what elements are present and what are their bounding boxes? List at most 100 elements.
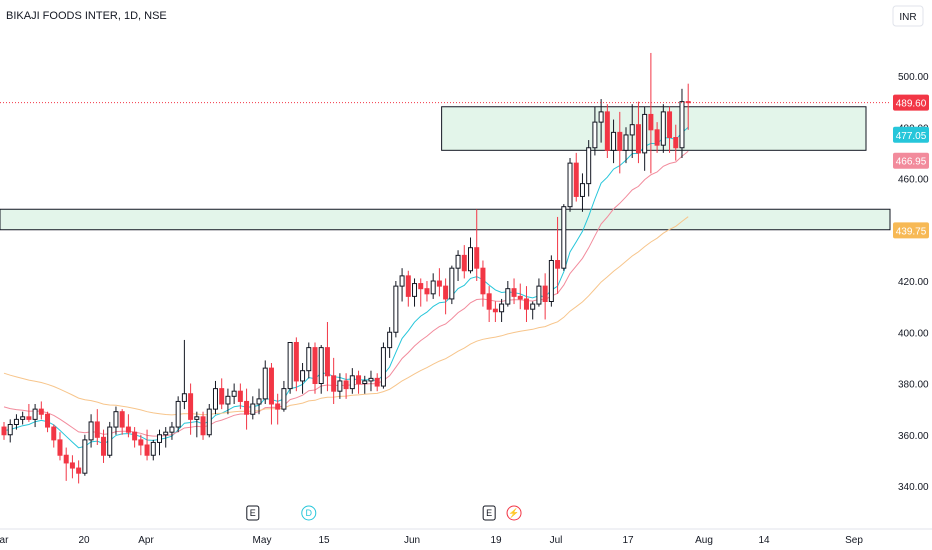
- candle-body: [468, 247, 473, 272]
- candle-body: [573, 162, 579, 197]
- candle-body: [642, 113, 648, 154]
- candle-body: [499, 303, 505, 313]
- candle-body: [7, 424, 13, 436]
- zone-box: [0, 208, 891, 231]
- candle-body: [157, 434, 162, 443]
- currency-button[interactable]: [892, 5, 924, 27]
- event-markers: E D E ⚡: [246, 505, 522, 521]
- candle-body: [51, 426, 57, 441]
- candle-body: [387, 331, 393, 349]
- candle-body: [412, 283, 418, 297]
- earnings-event-icon: [482, 505, 496, 521]
- candle-body: [349, 375, 355, 390]
- candle-body: [617, 131, 623, 151]
- candle-body: [393, 285, 399, 333]
- event-label: D: [306, 508, 313, 518]
- candle-body: [542, 285, 548, 302]
- x-tick-label: Aug: [695, 535, 713, 546]
- candle-body: [188, 393, 194, 420]
- candle-body: [175, 400, 181, 428]
- candle-body: [380, 347, 386, 387]
- candle-body: [530, 303, 536, 310]
- candle-body: [480, 267, 486, 295]
- candle-body: [219, 388, 225, 405]
- candle-body: [1, 426, 7, 436]
- candle-body: [32, 408, 38, 420]
- candle-body: [20, 416, 26, 420]
- y-tick-label: 380.00: [898, 380, 929, 391]
- candle-body: [592, 121, 598, 149]
- candle-body: [200, 416, 206, 436]
- candle-body: [150, 441, 156, 456]
- currency-label: INR: [899, 12, 916, 23]
- candle-body: [206, 408, 212, 436]
- candle-body: [331, 375, 337, 392]
- candle-body: [300, 370, 306, 382]
- candle-body: [63, 454, 69, 464]
- candle-body: [492, 308, 498, 313]
- candle-body: [13, 418, 19, 425]
- candle-body: [76, 467, 82, 474]
- price-tag-label: 477.05: [896, 131, 927, 142]
- candle-body: [374, 377, 380, 387]
- candle-body: [250, 403, 256, 415]
- candle-body: [132, 431, 138, 441]
- price-tag-box: [893, 94, 929, 111]
- candle-body: [94, 421, 100, 438]
- candle-body: [262, 367, 268, 400]
- candle-body: [648, 113, 654, 131]
- candle-body: [107, 426, 113, 456]
- candle-body: [611, 131, 617, 151]
- candle-body: [399, 275, 405, 287]
- candle-body: [281, 388, 287, 410]
- candle-body: [536, 285, 542, 305]
- candle-body: [125, 426, 131, 433]
- time-axis[interactable]: ar 20 Apr May 15 Jun 19 Jul 17 Aug 14 Sep: [0, 535, 863, 546]
- x-tick-label: 17: [622, 535, 634, 546]
- chart-title: BIKAJI FOODS INTER, 1D, NSE: [6, 10, 167, 22]
- candle-body: [101, 436, 107, 456]
- x-tick-label: May: [253, 535, 272, 546]
- candle-body: [169, 426, 175, 433]
- candle-body: [138, 439, 144, 446]
- x-tick-label: ar: [0, 535, 9, 546]
- candle-body: [586, 147, 592, 185]
- earnings-event-icon: [246, 505, 260, 521]
- x-tick-label: Jun: [404, 535, 420, 546]
- y-tick-label: 400.00: [898, 328, 929, 339]
- candle-body: [604, 111, 610, 151]
- candle-body: [685, 101, 691, 104]
- y-tick-label: 340.00: [898, 482, 929, 493]
- x-tick-label: Jul: [550, 535, 563, 546]
- candlestick-series: [1, 52, 691, 484]
- candle-body: [268, 367, 274, 405]
- price-tags: 489.60 477.05 466.95 439.75: [893, 94, 929, 239]
- candle-body: [455, 254, 461, 269]
- candle-body: [424, 288, 430, 295]
- candle-body: [623, 134, 629, 151]
- candle-body: [38, 408, 44, 415]
- candle-body: [449, 267, 455, 300]
- candle-body: [88, 421, 94, 441]
- event-label: ⚡: [508, 507, 519, 519]
- split-event-icon: [506, 505, 522, 521]
- candle-body: [231, 390, 237, 397]
- candle-body: [629, 124, 635, 136]
- price-tag-box: [893, 126, 929, 143]
- candle-body: [306, 347, 312, 372]
- candle-body: [287, 342, 293, 390]
- candle-body: [26, 416, 32, 420]
- candle-body: [45, 413, 51, 428]
- candle-body: [654, 129, 660, 146]
- candle-body: [225, 395, 231, 405]
- candle-body: [293, 342, 299, 382]
- candle-body: [57, 439, 63, 456]
- event-label: E: [486, 508, 492, 518]
- dividend-event-icon: [301, 505, 317, 521]
- candle-body: [430, 280, 436, 295]
- candle-body: [244, 400, 250, 415]
- candle-body: [119, 411, 125, 428]
- candle-body: [256, 398, 262, 405]
